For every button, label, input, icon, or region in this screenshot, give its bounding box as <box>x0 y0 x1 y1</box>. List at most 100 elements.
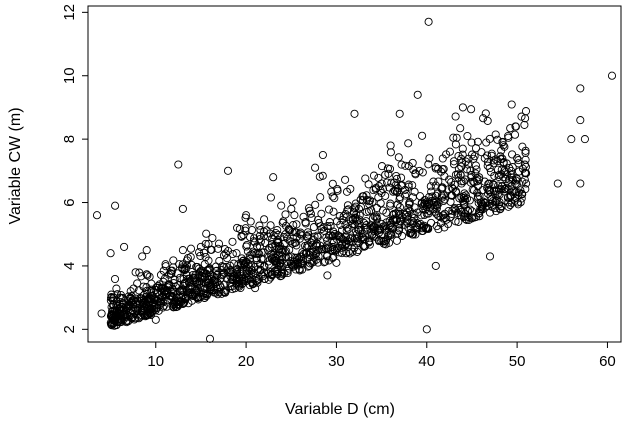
data-point <box>260 215 269 224</box>
data-point <box>491 190 500 199</box>
data-point <box>382 208 391 217</box>
data-point <box>117 303 126 312</box>
data-point <box>209 276 219 285</box>
data-point <box>471 161 480 170</box>
data-point <box>178 246 187 255</box>
data-point <box>489 180 498 190</box>
data-point <box>436 213 445 222</box>
data-point <box>137 294 146 303</box>
data-point <box>440 223 449 232</box>
data-point <box>318 150 327 160</box>
data-point <box>97 309 106 318</box>
axes: 10 20 30 40 50 60 2 4 6 8 10 12 <box>61 4 622 370</box>
data-point <box>173 269 182 278</box>
data-point <box>108 294 117 303</box>
data-point <box>228 237 237 246</box>
data-point <box>116 290 125 300</box>
x-tick-label: 50 <box>509 353 526 370</box>
data-point <box>472 165 481 174</box>
data-point <box>260 274 269 283</box>
data-point <box>553 179 562 188</box>
data-point <box>283 268 292 278</box>
data-point <box>479 114 488 123</box>
data-point <box>494 181 503 190</box>
data-point <box>451 217 460 226</box>
data-point <box>306 259 315 268</box>
data-point <box>369 171 379 180</box>
data-point <box>159 301 168 310</box>
data-point <box>223 166 233 175</box>
data-point <box>307 213 316 223</box>
data-point <box>381 170 390 179</box>
data-point <box>202 291 211 300</box>
data-point <box>338 239 347 248</box>
data-point <box>513 198 522 207</box>
data-point <box>246 217 255 226</box>
data-point <box>339 235 348 244</box>
data-point <box>389 209 398 218</box>
data-point <box>290 211 299 220</box>
data-point <box>521 146 530 155</box>
data-point <box>517 112 526 121</box>
data-point <box>461 175 470 184</box>
data-point <box>451 140 460 149</box>
data-point <box>374 193 383 202</box>
data-point <box>283 266 292 275</box>
data-point <box>281 210 290 219</box>
data-point <box>419 222 428 232</box>
data-point <box>475 212 484 221</box>
x-axis-label: Variable D (cm) <box>285 401 395 418</box>
data-point <box>250 268 259 278</box>
data-point <box>335 212 344 221</box>
data-point <box>522 179 531 188</box>
data-point <box>252 276 261 286</box>
data-point <box>473 194 482 203</box>
data-point <box>120 242 129 251</box>
data-point <box>292 241 301 250</box>
data-point <box>341 209 350 219</box>
data-point <box>239 259 248 268</box>
data-point <box>217 289 226 298</box>
data-point <box>457 158 467 167</box>
data-point <box>111 201 120 210</box>
data-point <box>466 166 475 175</box>
data-point <box>182 264 191 273</box>
data-point <box>271 228 280 238</box>
data-point <box>420 210 429 220</box>
data-point <box>277 268 286 277</box>
data-point <box>113 290 122 299</box>
data-point <box>271 241 280 250</box>
data-point <box>126 295 135 304</box>
data-point <box>176 297 185 306</box>
data-point <box>467 105 476 114</box>
data-point <box>607 71 617 80</box>
data-point <box>143 271 152 280</box>
data-point <box>474 175 484 184</box>
data-point <box>372 220 381 229</box>
data-point <box>252 242 262 251</box>
data-point <box>500 142 509 151</box>
data-point <box>417 226 427 236</box>
data-point <box>349 209 359 218</box>
data-point <box>309 223 318 232</box>
data-point <box>195 248 204 257</box>
data-point <box>214 239 224 248</box>
data-point <box>487 151 496 160</box>
data-point <box>354 245 363 255</box>
data-point <box>133 304 143 313</box>
data-point <box>485 164 494 173</box>
data-point <box>507 170 516 179</box>
data-point <box>397 160 406 169</box>
data-point <box>304 204 313 213</box>
data-point <box>397 173 406 182</box>
data-point <box>107 290 116 299</box>
data-point <box>186 244 196 253</box>
data-point <box>219 251 229 260</box>
data-point <box>514 156 523 165</box>
data-point <box>226 265 235 275</box>
data-point <box>355 211 364 220</box>
data-point <box>266 193 275 202</box>
data-point <box>392 174 401 183</box>
data-point <box>448 206 457 215</box>
data-point <box>425 193 434 202</box>
